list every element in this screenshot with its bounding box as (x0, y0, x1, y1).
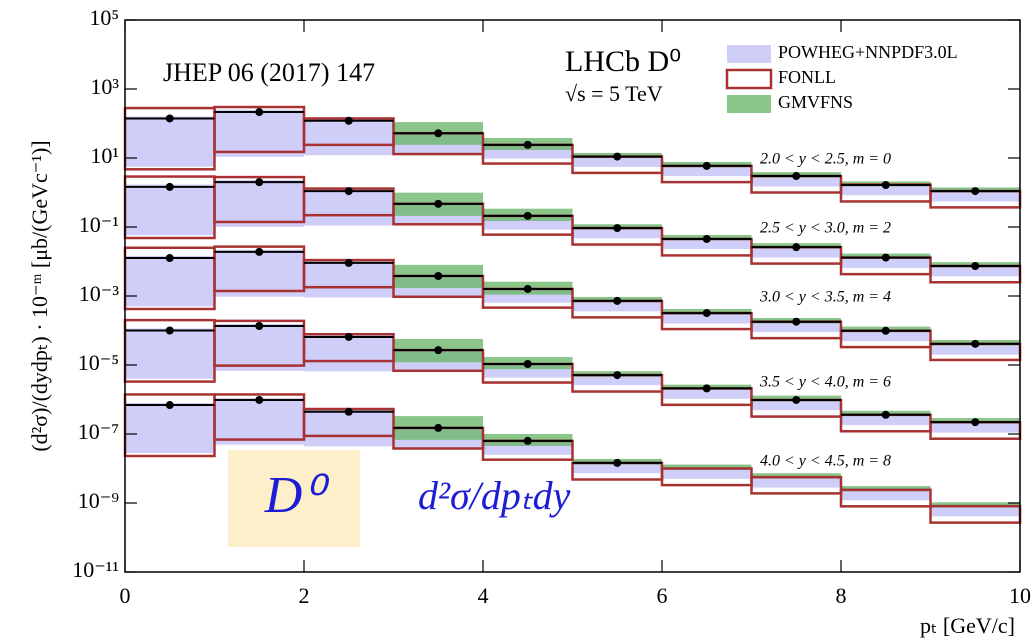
y-tick-label: 10⁻¹¹ (72, 557, 119, 582)
data-point (881, 326, 890, 335)
y-tick-label: 10⁻¹ (79, 212, 119, 237)
legend-swatch (727, 45, 771, 63)
y-tick-label: 10⁵ (89, 5, 119, 30)
data-point (434, 129, 443, 138)
data-point (434, 199, 443, 208)
rapidity-label: 3.0 < y < 3.5, m = 4 (759, 289, 891, 306)
data-point (702, 234, 711, 243)
data-point (344, 187, 353, 196)
data-point (881, 410, 890, 419)
plot-area (123, 105, 1022, 524)
theory-band (214, 323, 304, 371)
y-tick-label: 10¹ (90, 143, 119, 168)
y-tick-label: 10⁻³ (79, 281, 120, 306)
theory-band (751, 473, 841, 479)
theory-band (214, 398, 304, 445)
y-tick-label: 10⁻⁹ (78, 488, 120, 513)
data-point (971, 418, 980, 427)
data-point (792, 395, 801, 404)
legend-swatch (727, 95, 771, 113)
data-point (255, 178, 264, 187)
rapidity-label: 3.5 < y < 4.0, m = 6 (759, 374, 891, 391)
legend-label: GMVFNS (778, 92, 853, 112)
theory-band (841, 486, 931, 492)
theory-band (750, 475, 843, 495)
x-tick-label: 0 (120, 583, 131, 608)
data-point (344, 116, 353, 125)
data-point (971, 187, 980, 196)
data-point (613, 371, 622, 380)
data-point (523, 140, 532, 149)
data-point (523, 359, 532, 368)
data-point (702, 161, 711, 170)
data-point (792, 243, 801, 252)
data-point (613, 458, 622, 467)
theory-band (930, 502, 1020, 508)
x-axis-label: pₜ [GeV/c] (920, 613, 1015, 638)
theory-band (125, 116, 215, 167)
data-point (165, 401, 174, 410)
data-point (255, 322, 264, 331)
y-axis-label: (d²σ)/(dydpₜ) · 10⁻ᵐ [μb/(GeVc⁻¹)] (27, 140, 52, 451)
data-point (344, 407, 353, 416)
rapidity-label: 2.0 < y < 2.5, m = 0 (760, 151, 891, 168)
overlay-particle: D⁰ (264, 467, 331, 524)
data-point (702, 384, 711, 393)
x-tick-label: 10 (1009, 583, 1031, 608)
theory-band (839, 488, 932, 508)
legend-swatch (725, 68, 773, 90)
data-point (255, 247, 264, 256)
data-point (434, 423, 443, 432)
x-tick-label: 2 (299, 583, 310, 608)
legend-label: FONLL (778, 67, 836, 87)
data-point (165, 326, 174, 335)
data-point (344, 258, 353, 267)
energy-label: √s = 5 TeV (565, 81, 663, 106)
y-tick-label: 10⁻⁵ (78, 350, 119, 375)
x-tick-label: 8 (836, 583, 847, 608)
y-tick-label: 10⁻⁷ (78, 419, 119, 444)
data-point (523, 284, 532, 293)
data-point (613, 224, 622, 233)
data-point (523, 436, 532, 445)
data-point (523, 211, 532, 220)
theory-band (662, 464, 752, 470)
reference: JHEP 06 (2017) 147 (163, 58, 375, 87)
overlay-box (228, 450, 360, 547)
theory-band (214, 109, 304, 157)
theory-band (125, 328, 215, 379)
theory-band (125, 403, 215, 454)
data-point (792, 172, 801, 181)
theory-band (125, 184, 215, 236)
experiment-label: LHCb D⁰ (565, 45, 681, 78)
data-point (971, 262, 980, 271)
data-point (344, 332, 353, 341)
data-point (792, 317, 801, 326)
data-point (165, 182, 174, 191)
data-point (165, 114, 174, 123)
data-point (165, 254, 174, 263)
rapidity-label: 2.5 < y < 3.0, m = 2 (760, 220, 891, 237)
data-point (881, 180, 890, 189)
data-point (702, 309, 711, 318)
legend-label: POWHEG+NNPDF3.0L (778, 42, 958, 62)
data-point (434, 271, 443, 280)
theory-band (125, 255, 215, 307)
x-tick-label: 6 (657, 583, 668, 608)
y-tick-label: 10³ (90, 74, 119, 99)
theory-band (214, 180, 304, 227)
overlay-formula: d²σ/dpₜdy (418, 473, 571, 518)
data-point (971, 339, 980, 348)
theory-band (214, 249, 304, 297)
data-point (881, 253, 890, 262)
data-point (255, 108, 264, 117)
data-point (434, 346, 443, 355)
data-point (613, 152, 622, 161)
x-tick-label: 4 (478, 583, 489, 608)
data-point (613, 296, 622, 305)
rapidity-label: 4.0 < y < 4.5, m = 8 (760, 453, 891, 470)
data-point (255, 395, 264, 404)
